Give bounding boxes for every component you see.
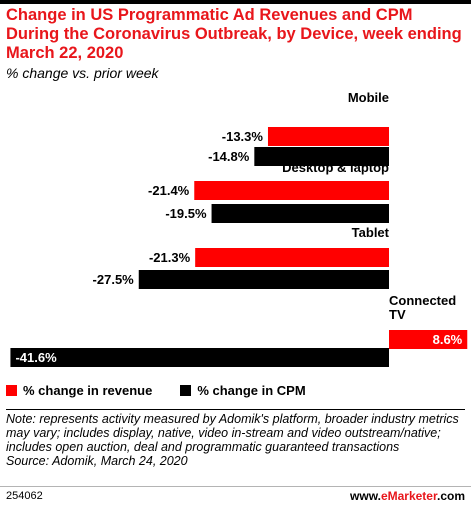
chart-title: Change in US Programmatic Ad Revenues an… [6,6,462,62]
bar-revenue-mobile [267,127,389,146]
footnote-divider [6,409,465,410]
legend-swatch-cpm [180,384,192,396]
note-text: Note: represents activity measured by Ad… [6,412,459,454]
chart-subtitle: % change vs. prior week [6,65,159,81]
bar-cpm-desktop-laptop [211,204,389,223]
bar-cpm-connected-tv [10,348,389,367]
value-label-cpm-mobile: -14.8% [208,149,250,164]
footnote: Note: represents activity measured by Ad… [6,412,461,468]
bar-revenue-tablet [195,248,389,267]
value-label-revenue-desktop-laptop: -21.4% [148,183,190,198]
value-label-revenue-tablet: -21.3% [149,250,191,265]
brand-accent: eMarketer [380,489,437,503]
bar-cpm-tablet [138,270,389,289]
category-label-desktop-laptop: Desktop & laptop [282,160,389,175]
bar-chart: Mobile -13.3% -14.8% Desktop & laptop -21.4%… [10,90,468,367]
value-label-cpm-connected-tv: -41.6% [15,350,57,365]
brand-suffix: .com [436,489,465,503]
category-label-tablet: Tablet [352,225,390,240]
value-label-revenue-mobile: -13.3% [222,129,264,144]
legend-item-cpm: % change in CPM [180,382,306,398]
legend: % change in revenue % change in CPM [6,382,334,398]
bar-revenue-desktop-laptop [194,181,389,200]
category-label-connected-tv: Connected TV [389,293,456,322]
category-label-mobile: Mobile [348,90,389,105]
footer-rule [0,486,471,487]
bar-revenue-connected-tv [389,330,468,349]
legend-swatch-revenue [6,384,17,396]
legend-label-cpm: % change in CPM [197,382,306,398]
value-label-revenue-connected-tv: 8.6% [433,332,463,347]
legend-item-revenue: % change in revenue [6,383,152,398]
value-label-cpm-tablet: -27.5% [93,272,135,287]
brand-link[interactable]: www.eMarketer.com [350,489,465,503]
value-label-cpm-desktop-laptop: -19.5% [165,206,207,221]
source-text: Source: Adomik, March 24, 2020 [6,454,188,468]
brand-prefix: www. [350,489,381,503]
chart-id: 254062 [6,490,43,502]
top-rule [0,0,471,4]
legend-label-revenue: % change in revenue [23,382,153,398]
bar-cpm-mobile [254,147,389,166]
